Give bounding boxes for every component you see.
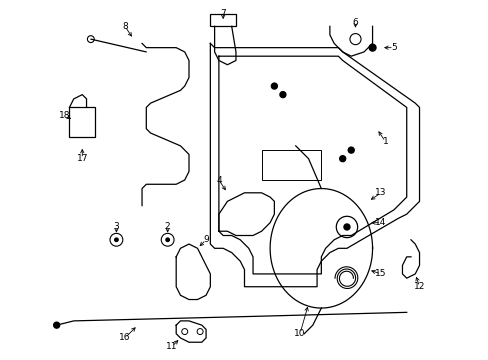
Circle shape xyxy=(115,238,118,242)
Text: 8: 8 xyxy=(122,22,127,31)
Text: 1: 1 xyxy=(382,137,387,146)
Text: 7: 7 xyxy=(220,9,225,18)
Circle shape xyxy=(347,147,353,153)
Text: 6: 6 xyxy=(352,18,358,27)
Circle shape xyxy=(368,44,375,51)
Text: 9: 9 xyxy=(203,235,208,244)
Circle shape xyxy=(165,238,169,242)
Text: 17: 17 xyxy=(76,154,88,163)
Circle shape xyxy=(271,83,277,89)
Text: 11: 11 xyxy=(166,342,177,351)
Text: 5: 5 xyxy=(390,43,396,52)
Text: 14: 14 xyxy=(375,218,386,227)
Circle shape xyxy=(339,156,345,162)
Text: 16: 16 xyxy=(119,333,130,342)
Bar xyxy=(210,14,236,26)
Text: 4: 4 xyxy=(216,176,221,185)
Circle shape xyxy=(54,322,60,328)
Text: 15: 15 xyxy=(375,269,386,278)
Bar xyxy=(69,107,95,137)
Circle shape xyxy=(279,92,285,98)
Text: 18: 18 xyxy=(60,112,71,121)
Text: 13: 13 xyxy=(375,188,386,197)
Text: 2: 2 xyxy=(164,222,170,231)
Bar xyxy=(261,150,321,180)
Text: 12: 12 xyxy=(413,282,425,291)
Text: 3: 3 xyxy=(113,222,119,231)
Circle shape xyxy=(343,224,349,230)
Text: 10: 10 xyxy=(294,329,305,338)
